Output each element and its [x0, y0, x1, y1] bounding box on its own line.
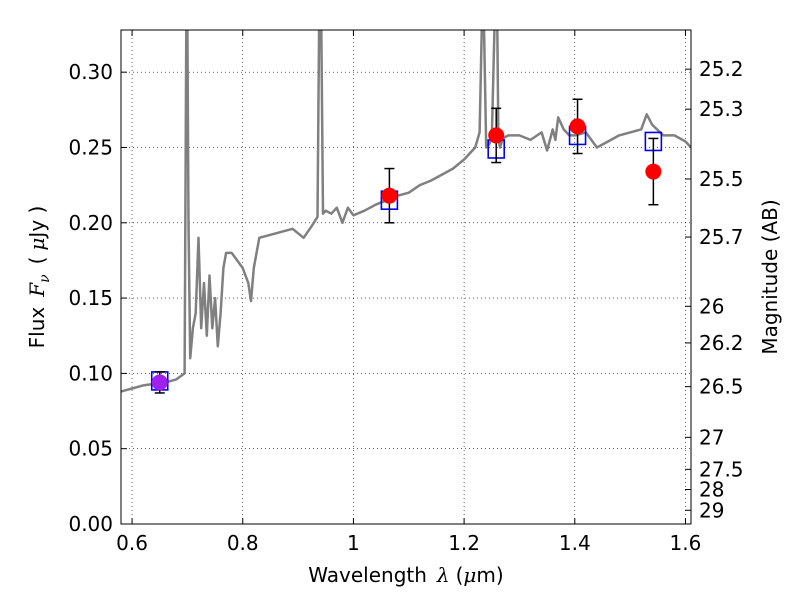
x-axis-label-unit-open: ( [456, 563, 464, 587]
observed-point [569, 118, 586, 135]
y-axis-label-text: Flux [25, 307, 49, 349]
observed-point [645, 163, 662, 180]
x-tick-label: 1 [347, 531, 360, 555]
mag-tick-label: 25.7 [699, 225, 744, 249]
observed-point [488, 127, 505, 144]
plot-frame [120, 29, 692, 525]
y-axis-label: Flux Fν ( μJy ) [25, 206, 53, 349]
observed-point [151, 374, 168, 391]
mag-tick-label: 25.5 [699, 167, 744, 191]
observed-flux-layer [151, 98, 662, 394]
y-tick-label: 0.00 [68, 512, 113, 536]
y-tick-label: 0.20 [68, 211, 113, 235]
y-tick-label: 0.25 [68, 135, 113, 159]
y-axis-label-symbol: F [25, 282, 49, 298]
x-axis-label-unit-rest: m) [476, 563, 503, 587]
plot-area [121, 30, 691, 524]
x-axis-label: Wavelength λ (μm) [308, 563, 503, 587]
mag-tick-label: 26 [699, 294, 724, 318]
mag-tick-label: 26.2 [699, 331, 744, 355]
x-axis-label-symbol: λ [436, 563, 450, 587]
y-axis-label-unit-open: ( [25, 257, 49, 265]
mag-tick-label: 29 [699, 498, 724, 522]
mag-tick-label: 25.3 [699, 97, 744, 121]
mag-tick-label: 27 [699, 425, 724, 449]
x-axis-label-text: Wavelength [308, 563, 427, 587]
model-spectrum-line [121, 30, 691, 393]
mag-tick-label: 27.5 [699, 457, 744, 481]
mag-tick-label: 26.5 [699, 375, 744, 399]
x-tick-label: 1.2 [448, 531, 480, 555]
y-axis-label-subscript: ν [37, 274, 53, 283]
mag-tick-label: 28 [699, 477, 724, 501]
observed-point [381, 187, 398, 204]
x-tick-label: 0.6 [116, 531, 148, 555]
x-tick-label: 1.6 [670, 531, 702, 555]
x-axis-label-unit-mu: μ [463, 563, 476, 587]
axis-ticks: 0.6 0.8 1 1.2 1.4 1.6 0.00 0.05 0.10 0.15 0.20 0.25… [68, 30, 744, 555]
y2-axis-label: Magnitude (AB) [758, 199, 782, 354]
model-spectrum-layer [121, 30, 691, 393]
y-tick-label: 0.10 [68, 361, 113, 385]
y-tick-label: 0.15 [68, 286, 113, 310]
y-axis-label-unit-mu: μ [25, 238, 49, 251]
y-tick-label: 0.05 [68, 437, 113, 461]
y-axis-label-unit-rest: Jy ) [25, 206, 49, 240]
x-tick-label: 1.4 [559, 531, 591, 555]
y-tick-label: 0.30 [68, 60, 113, 84]
x-tick-label: 0.8 [227, 531, 259, 555]
mag-tick-label: 25.2 [699, 57, 744, 81]
